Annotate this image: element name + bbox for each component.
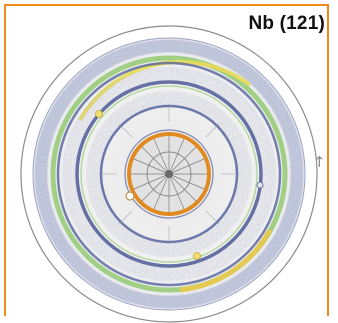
blue-ring-middle <box>75 80 263 268</box>
yellow-arc-lower <box>179 228 273 293</box>
outer-boundary-circle <box>20 25 318 323</box>
inner-speckle-band <box>86 91 252 257</box>
direction-arrow-icon: ↑ <box>313 153 326 171</box>
figure-label: Nb (121) <box>248 13 325 34</box>
blue-ring-outer <box>56 61 282 287</box>
pole-inner-ring <box>146 151 192 197</box>
pole-ring-outline <box>124 129 214 219</box>
pole-center <box>165 170 173 178</box>
mid-speckle-band <box>62 67 276 281</box>
radial-streaks <box>99 104 239 244</box>
outer-speckle-texture <box>34 39 304 309</box>
bright-spots <box>95 110 264 260</box>
green-ring-middle <box>80 85 258 263</box>
green-zone-ring <box>50 55 288 293</box>
pole-radial-lines <box>131 136 207 212</box>
